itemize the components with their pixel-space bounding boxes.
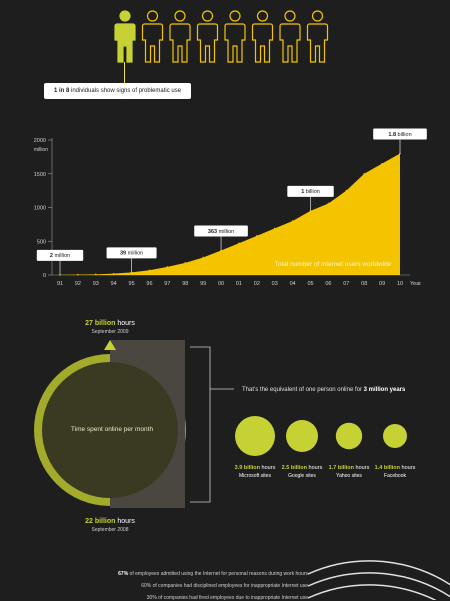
x-tick-label: 00 bbox=[218, 281, 224, 287]
person-icon bbox=[279, 10, 301, 63]
ratio-callout: 1 in 8 individuals show signs of problem… bbox=[44, 83, 192, 99]
x-tick-label: 98 bbox=[182, 281, 188, 287]
svg-text:2 million: 2 million bbox=[50, 253, 70, 259]
person-icon bbox=[114, 10, 136, 63]
data-point bbox=[77, 273, 79, 276]
bottom-date: September 2008 bbox=[92, 527, 129, 533]
equivalent-text: That’s the equivalent of one person onli… bbox=[242, 387, 406, 393]
employee-stat-line: 30% of companies had fired employees due… bbox=[146, 595, 308, 601]
site-hours: 1.4 billion hours bbox=[375, 465, 416, 471]
x-tick-label: 99 bbox=[200, 281, 206, 287]
employee-stat-line: 67% of employees admitted using the Inte… bbox=[118, 571, 308, 577]
bracket bbox=[190, 346, 211, 503]
site-circle bbox=[285, 419, 319, 453]
site-hours: 2.5 billion hours bbox=[282, 465, 323, 471]
x-tick-label: 96 bbox=[146, 281, 152, 287]
x-tick-label: 10 bbox=[397, 281, 403, 287]
bottom-hours: 22 billion hours bbox=[85, 518, 135, 525]
y-tick-label: 1500 bbox=[34, 172, 46, 178]
data-point bbox=[273, 227, 276, 230]
ratio-bold: 1 in 8 bbox=[54, 88, 70, 94]
x-tick-label: 06 bbox=[325, 281, 331, 287]
person-icon bbox=[169, 10, 191, 63]
svg-text:1 billion: 1 billion bbox=[301, 189, 320, 195]
data-point bbox=[238, 242, 240, 245]
site-circle bbox=[235, 416, 275, 456]
x-tick-label: 03 bbox=[272, 281, 278, 287]
top-hours: 27 billion hours bbox=[85, 320, 135, 327]
stat-arcs bbox=[307, 560, 450, 600]
x-tick-label: 09 bbox=[379, 281, 385, 287]
data-label: 363 million bbox=[194, 225, 248, 251]
data-label: 39 million bbox=[106, 247, 157, 273]
x-tick-label: 97 bbox=[164, 281, 170, 287]
employee-stat-line: 60% of companies had disciplined employe… bbox=[141, 583, 308, 589]
data-label: 1.8 billion bbox=[373, 128, 427, 154]
svg-text:39 million: 39 million bbox=[120, 251, 143, 257]
x-tick-label: 02 bbox=[254, 281, 260, 287]
chart-title: Total number of internet users worldwide bbox=[275, 261, 392, 268]
data-label: 1 billion bbox=[287, 185, 334, 211]
data-point bbox=[184, 262, 187, 264]
site-hours: 1.7 billion hours bbox=[329, 465, 370, 471]
circle-label: Time spent online per month bbox=[71, 426, 154, 433]
data-point bbox=[94, 273, 97, 276]
site-name: Yahoo sites bbox=[336, 473, 362, 479]
x-tick-label: 04 bbox=[290, 281, 296, 287]
x-tick-label: 08 bbox=[361, 281, 367, 287]
person-icon bbox=[196, 10, 219, 63]
time-online-section: Time spent online per month 27 billion ho… bbox=[34, 320, 416, 533]
x-tick-label: 95 bbox=[129, 281, 135, 287]
x-axis-label: Year bbox=[410, 281, 421, 287]
data-point bbox=[112, 272, 115, 275]
x-tick-label: 05 bbox=[307, 281, 313, 287]
svg-text:1.8 billion: 1.8 billion bbox=[388, 132, 411, 138]
top-date: September 2009 bbox=[92, 329, 129, 335]
data-point bbox=[202, 256, 204, 259]
arrow-icon bbox=[104, 340, 116, 350]
x-tick-label: 93 bbox=[93, 281, 99, 287]
area-series bbox=[60, 153, 400, 275]
big-circle-inner bbox=[42, 362, 178, 498]
x-tick-label: 01 bbox=[236, 281, 242, 287]
site-circle bbox=[383, 424, 407, 448]
y-tick-label: 500 bbox=[37, 239, 46, 245]
site-name: Microsoft sites bbox=[239, 473, 271, 479]
site-hours: 3.9 billion hours bbox=[235, 465, 276, 471]
data-point bbox=[345, 189, 348, 192]
data-point bbox=[166, 266, 169, 268]
employee-stats: 67% of employees admitted using the Inte… bbox=[0, 560, 450, 601]
x-tick-label: 91 bbox=[57, 281, 63, 287]
data-point bbox=[327, 202, 330, 205]
svg-text:363 million: 363 million bbox=[208, 229, 234, 235]
people-row bbox=[114, 10, 329, 63]
y-tick-label: 2000 bbox=[34, 138, 46, 144]
person-icon bbox=[141, 10, 164, 63]
x-tick-label: 92 bbox=[75, 281, 81, 287]
site-name: Facebook bbox=[384, 473, 406, 479]
ratio-text: individuals show signs of problematic us… bbox=[69, 88, 182, 94]
callout-connector bbox=[124, 62, 125, 84]
person-icon bbox=[224, 10, 246, 63]
data-point bbox=[363, 172, 366, 175]
site-circle bbox=[335, 422, 363, 450]
data-point bbox=[381, 162, 383, 165]
person-icon bbox=[251, 10, 274, 63]
x-tick-label: 07 bbox=[343, 281, 349, 287]
person-icon bbox=[306, 10, 329, 63]
x-tick-label: 94 bbox=[111, 281, 117, 287]
y-axis-label: million bbox=[34, 147, 48, 153]
data-point bbox=[256, 235, 258, 237]
data-label: 2 million bbox=[36, 249, 84, 275]
site-name: Google sites bbox=[288, 473, 316, 479]
y-tick-label: 1000 bbox=[34, 206, 46, 212]
y-tick-label: 0 bbox=[43, 273, 46, 279]
data-point bbox=[291, 220, 294, 222]
data-point bbox=[148, 269, 151, 272]
